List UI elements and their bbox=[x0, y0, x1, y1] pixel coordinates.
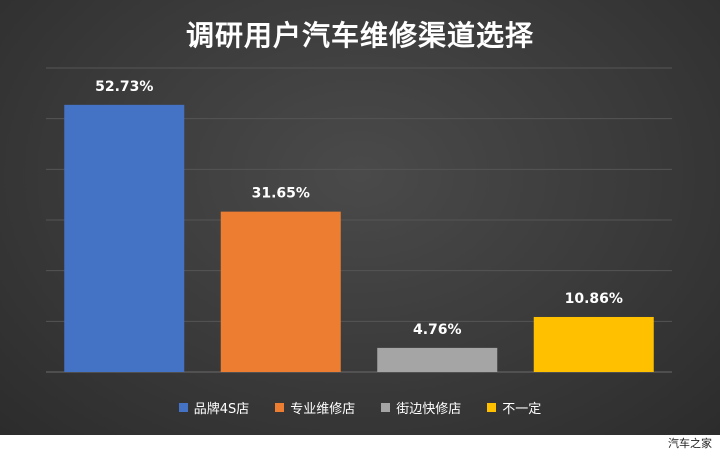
legend-swatch bbox=[381, 403, 391, 412]
legend-swatch bbox=[178, 403, 188, 412]
data-label-3: 4.76% bbox=[413, 322, 462, 338]
chart-legend: 品牌4S店 专业维修店 街边快修店 不一定 bbox=[0, 398, 720, 417]
legend-swatch bbox=[487, 403, 497, 412]
chart-title: 调研用户汽车维修渠道选择 bbox=[185, 19, 534, 52]
data-label-2: 31.65% bbox=[252, 186, 310, 202]
legend-item-2: 专业维修店 bbox=[275, 398, 355, 417]
legend-swatch bbox=[275, 403, 285, 412]
legend-item-3: 街边快修店 bbox=[381, 398, 461, 417]
bar-chart-plot: 52.73% 31.65% 4.76% 10.86% bbox=[46, 67, 672, 373]
bar-3 bbox=[377, 347, 498, 372]
legend-label: 专业维修店 bbox=[290, 402, 356, 417]
data-label-4: 10.86% bbox=[565, 291, 623, 307]
chart-background: 调研用户汽车维修渠道选择 52.73% 31.65% 4.76% 10.86% 品牌4… bbox=[0, 0, 720, 435]
watermark-text: 汽车之家 bbox=[668, 437, 712, 450]
bar-2 bbox=[220, 211, 341, 372]
legend-label: 品牌4S店 bbox=[193, 402, 250, 417]
legend-label: 街边快修店 bbox=[396, 402, 462, 417]
legend-item-1: 品牌4S店 bbox=[178, 398, 250, 417]
bar-1 bbox=[64, 104, 185, 373]
bar-4 bbox=[533, 316, 654, 372]
legend-item-4: 不一定 bbox=[487, 398, 541, 417]
data-label-1: 52.73% bbox=[95, 79, 153, 95]
legend-label: 不一定 bbox=[502, 402, 542, 417]
